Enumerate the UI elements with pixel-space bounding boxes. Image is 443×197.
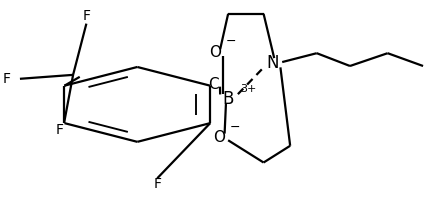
Text: O: O bbox=[213, 130, 225, 145]
Text: −: − bbox=[230, 121, 241, 134]
Text: F: F bbox=[82, 9, 90, 23]
Text: F: F bbox=[56, 123, 64, 137]
Text: F: F bbox=[3, 72, 11, 86]
Text: O: O bbox=[209, 45, 221, 60]
Text: 3+: 3+ bbox=[241, 84, 257, 94]
Text: C: C bbox=[209, 77, 219, 92]
Text: F: F bbox=[153, 177, 161, 191]
Text: B: B bbox=[222, 89, 234, 108]
Text: −: − bbox=[225, 35, 236, 48]
Text: N: N bbox=[266, 54, 279, 72]
